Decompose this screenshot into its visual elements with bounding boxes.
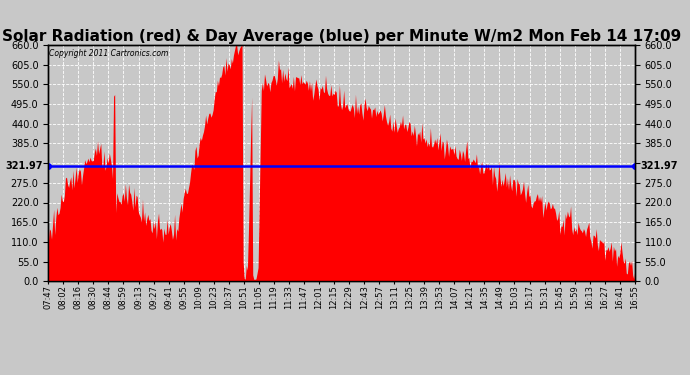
Text: Copyright 2011 Cartronics.com: Copyright 2011 Cartronics.com (50, 48, 169, 57)
Text: 321.97: 321.97 (5, 161, 43, 171)
Text: 321.97: 321.97 (641, 161, 678, 171)
Title: Solar Radiation (red) & Day Average (blue) per Minute W/m2 Mon Feb 14 17:09: Solar Radiation (red) & Day Average (blu… (2, 29, 681, 44)
